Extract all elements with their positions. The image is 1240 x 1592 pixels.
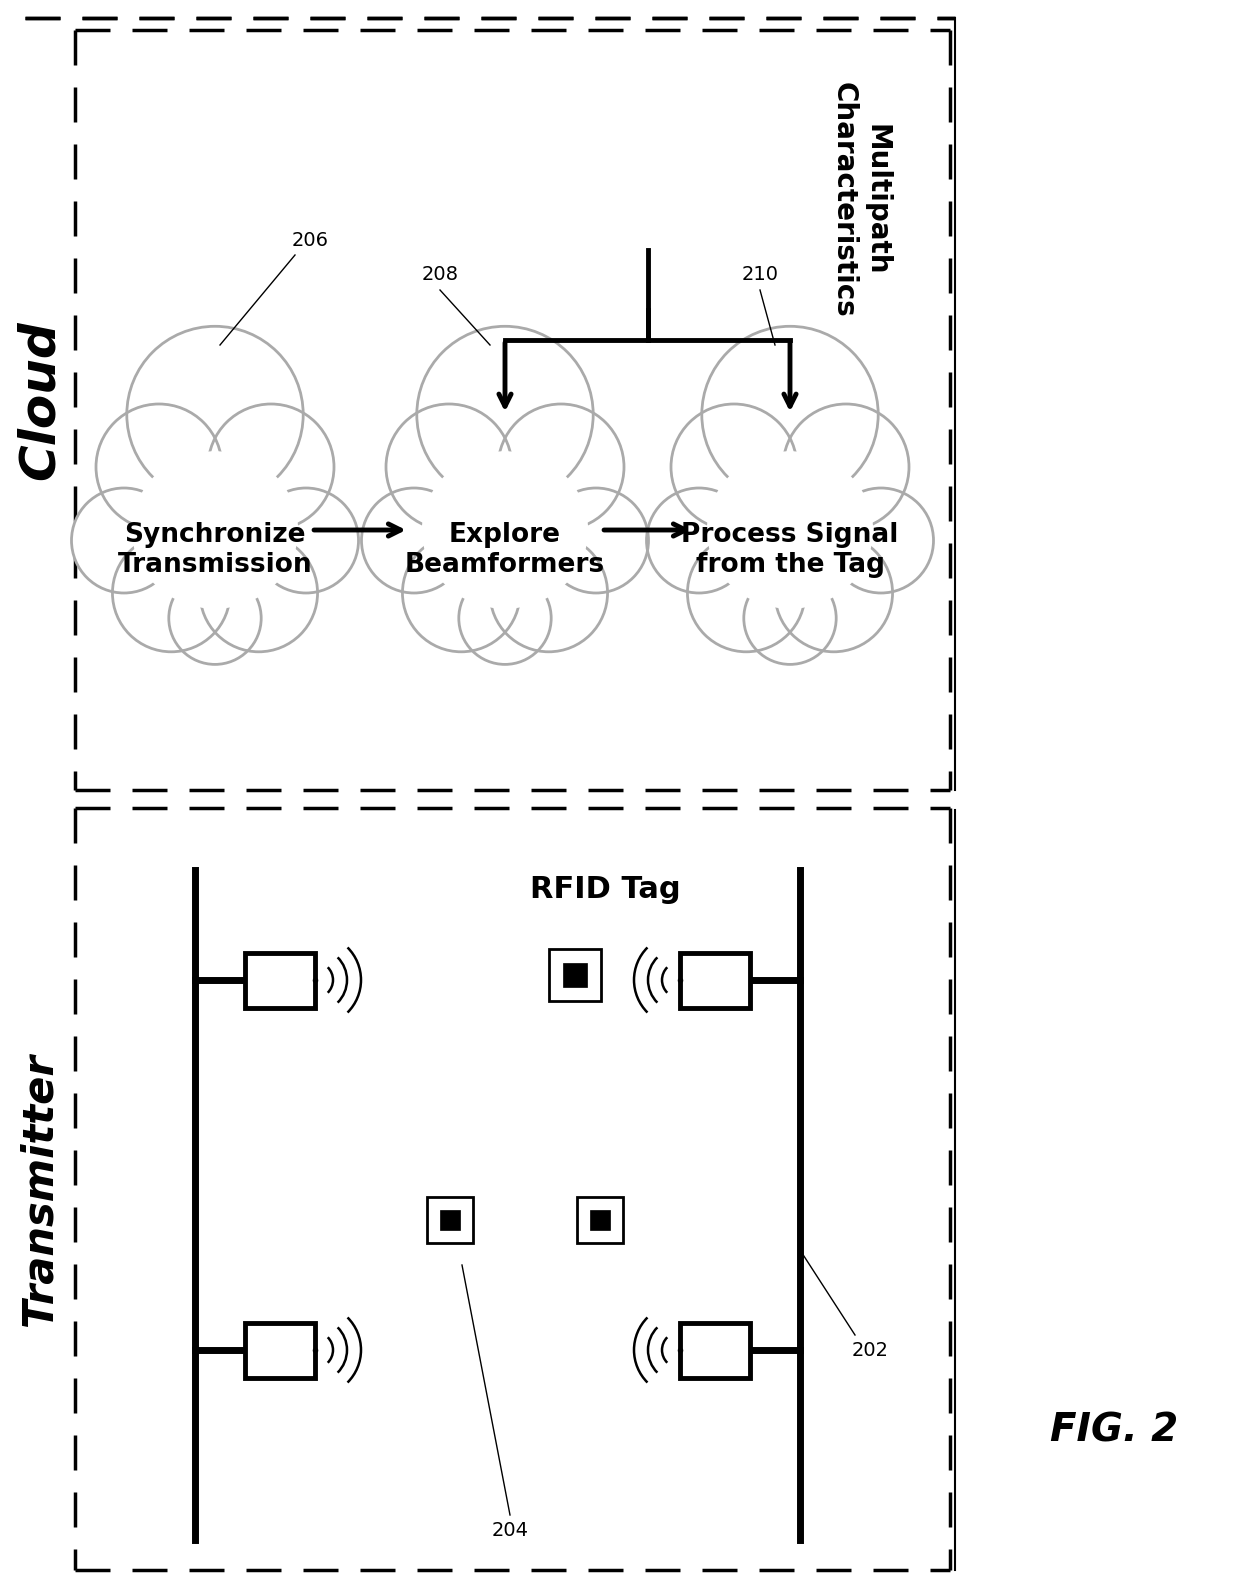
Text: Process Signal
from the Tag: Process Signal from the Tag xyxy=(681,522,899,578)
Circle shape xyxy=(775,535,893,651)
FancyBboxPatch shape xyxy=(246,952,315,1008)
Circle shape xyxy=(646,489,751,592)
FancyBboxPatch shape xyxy=(590,1210,610,1231)
Circle shape xyxy=(782,404,909,530)
Ellipse shape xyxy=(707,451,873,608)
Circle shape xyxy=(744,572,836,664)
Circle shape xyxy=(403,535,520,651)
FancyBboxPatch shape xyxy=(563,963,587,987)
Circle shape xyxy=(459,572,552,664)
Circle shape xyxy=(362,489,466,592)
Ellipse shape xyxy=(131,451,298,608)
Circle shape xyxy=(498,404,624,530)
Ellipse shape xyxy=(693,436,887,624)
Circle shape xyxy=(200,535,317,651)
Text: Cloud: Cloud xyxy=(16,320,64,479)
Text: 206: 206 xyxy=(291,231,329,250)
Text: Transmitter: Transmitter xyxy=(19,1054,61,1326)
Ellipse shape xyxy=(409,436,601,624)
Circle shape xyxy=(702,326,878,503)
FancyBboxPatch shape xyxy=(246,1323,315,1377)
Circle shape xyxy=(126,326,304,503)
Text: Explore
Beamformers: Explore Beamformers xyxy=(405,522,605,578)
Circle shape xyxy=(208,404,334,530)
Circle shape xyxy=(490,535,608,651)
FancyBboxPatch shape xyxy=(680,1323,750,1377)
Circle shape xyxy=(113,535,231,651)
FancyBboxPatch shape xyxy=(549,949,601,1001)
Text: 208: 208 xyxy=(422,266,459,285)
FancyBboxPatch shape xyxy=(440,1210,460,1231)
Ellipse shape xyxy=(422,451,588,608)
Text: Multipath
Characteristics: Multipath Characteristics xyxy=(830,83,890,318)
Circle shape xyxy=(417,326,593,503)
Circle shape xyxy=(687,535,805,651)
FancyBboxPatch shape xyxy=(680,952,750,1008)
Circle shape xyxy=(72,489,176,592)
Circle shape xyxy=(95,404,222,530)
FancyBboxPatch shape xyxy=(427,1197,472,1243)
Circle shape xyxy=(253,489,358,592)
Ellipse shape xyxy=(119,436,311,624)
Text: 202: 202 xyxy=(852,1340,889,1360)
Circle shape xyxy=(386,404,512,530)
Text: 210: 210 xyxy=(742,266,779,285)
Text: 204: 204 xyxy=(491,1520,528,1539)
Circle shape xyxy=(543,489,649,592)
FancyBboxPatch shape xyxy=(577,1197,622,1243)
Circle shape xyxy=(671,404,797,530)
Text: RFID Tag: RFID Tag xyxy=(529,876,681,904)
Circle shape xyxy=(169,572,262,664)
Text: FIG. 2: FIG. 2 xyxy=(1050,1411,1178,1449)
Circle shape xyxy=(828,489,934,592)
Text: Synchronize
Transmission: Synchronize Transmission xyxy=(118,522,312,578)
